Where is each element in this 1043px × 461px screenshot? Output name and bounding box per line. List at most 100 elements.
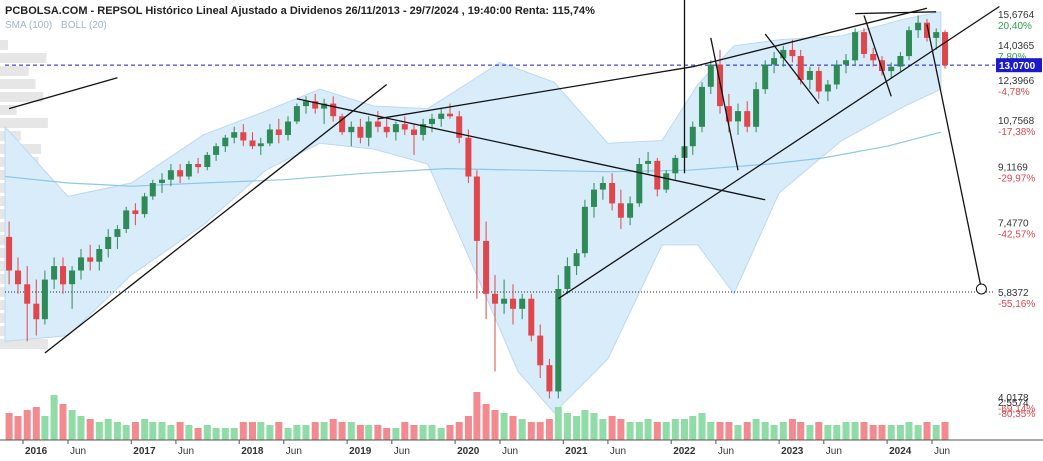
candle-body [861,32,867,54]
volume-profile-bar [0,92,44,102]
candle-body [6,236,13,271]
candle-body [924,22,930,38]
volume-bar [788,419,796,440]
volume-bar [716,422,724,440]
x-tick-label: 2021 [565,446,588,457]
volume-bar [203,425,211,440]
volume-bar [311,422,319,440]
candle-body [528,298,535,336]
candle-body [888,66,895,72]
x-tick-label: Jun [394,446,410,457]
trendline [557,5,1000,300]
candle-body [401,124,408,130]
y-tick-pct: -4,78% [998,87,1030,98]
candle-body [744,111,751,127]
y-tick-pct: 7,80% [998,52,1026,63]
candle-body [348,126,355,133]
volume-bar [23,410,31,440]
volume-bar [419,425,427,440]
volume-bar [815,422,823,440]
candle-body [195,164,202,168]
candle-body [627,203,634,218]
volume-bar [131,422,139,440]
candle-body [105,236,112,249]
candle-body [41,279,48,320]
candle-body [852,32,859,61]
trendline [8,77,118,110]
candle-body [617,203,624,218]
volume-profile-bar [0,40,8,50]
candle-body [231,132,238,138]
volume-bar [563,413,571,440]
volume-bar [689,416,697,440]
candle-body [330,103,337,117]
candle-body [753,89,760,127]
candle-body [897,56,904,67]
volume-bar [581,410,589,440]
volume-bar [320,422,328,440]
volume-bar [284,428,292,440]
candle-body [501,298,508,304]
candle-body [266,129,273,144]
candle-body [438,113,445,119]
volume-bar [158,422,166,440]
candle-body [429,118,435,125]
volume-bar [797,422,805,440]
candle-body [204,154,211,167]
volume-bar [545,419,553,440]
volume-bar [554,407,562,440]
candle-body [185,164,192,177]
trendlines [8,0,1000,354]
x-tick-label: 2022 [673,446,696,457]
volume-bar [806,425,814,440]
candle-body [123,210,130,229]
candle-body [492,293,498,304]
volume-bar [887,425,895,440]
volume-bar [68,410,76,440]
volume-bar [266,425,274,440]
candle-body [546,365,553,392]
candle-body [797,56,804,80]
candle-body [465,137,472,177]
volume-profile-bar [0,66,29,76]
candle-body [762,64,769,90]
volume-profile-bar [0,53,47,63]
candle-body [771,58,778,65]
volume-bar [338,422,346,440]
volume-bar [212,428,220,440]
candle-body [519,298,526,309]
target-circle [975,283,987,295]
volume-bar [149,422,157,440]
x-tick-label: Jun [502,446,518,457]
candle-body [312,101,319,109]
volume-bar [536,422,544,440]
volume-bar [671,419,679,440]
x-tick-label: Jun [826,446,842,457]
candle-body [167,170,174,180]
volume-bar [932,425,940,440]
candle-body [699,86,705,127]
x-tick-label: Jun [178,446,194,457]
current-price-tag: 13,0700 [996,58,1042,73]
volume-bar [41,416,49,440]
volume-bar [599,419,607,440]
x-tick-label: Jun [934,446,950,457]
volume-bar [869,425,877,440]
volume-bar [941,422,949,440]
candlesticks [6,15,948,399]
volume-bar [239,422,247,440]
volume-bar [14,416,22,440]
x-tick-label: 2017 [133,446,156,457]
volume-bar [779,422,787,440]
candle-body [654,160,661,190]
candle-body [114,229,121,237]
chart-title: PCBOLSA.COM - REPSOL Histórico Lineal Aj… [5,5,595,17]
candle-body [213,146,220,155]
volume-bar [410,425,418,440]
volume-bar [842,422,850,440]
volume-bar [896,425,904,440]
candle-body [365,121,372,138]
candle-body [833,64,840,85]
volume-bar [113,422,121,440]
